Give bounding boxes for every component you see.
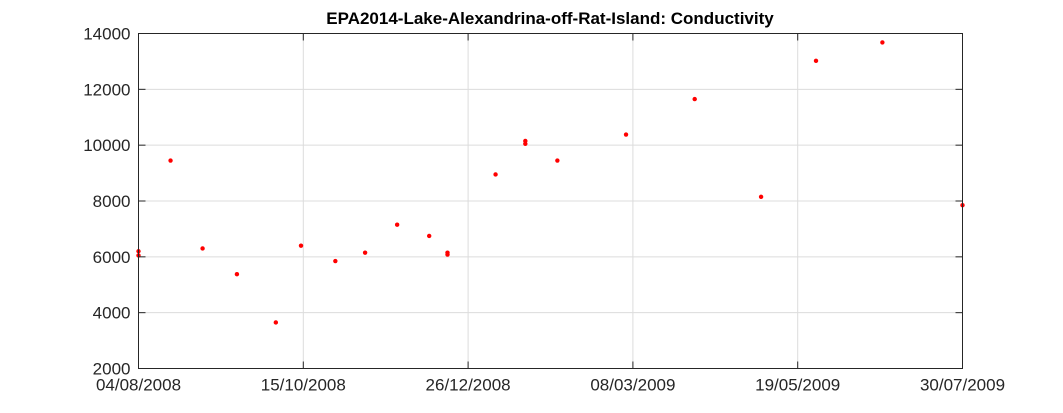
data-point	[555, 158, 560, 163]
x-tick-label: 08/03/2009	[590, 376, 675, 395]
grid	[138, 33, 963, 369]
x-tick-label: 15/10/2008	[261, 376, 346, 395]
data-point	[200, 246, 205, 251]
y-tick-label: 12000	[83, 80, 130, 99]
chart-title: EPA2014-Lake-Alexandrina-off-Rat-Island:…	[326, 9, 774, 28]
data-point	[692, 96, 697, 102]
y-tick-label: 4000	[93, 304, 131, 323]
data-point	[523, 141, 528, 146]
data-point	[813, 58, 819, 64]
data-point	[880, 40, 885, 45]
x-tick-label: 19/05/2009	[755, 376, 840, 395]
data-point	[445, 252, 450, 257]
data-point	[426, 233, 432, 239]
y-tick-label: 10000	[83, 136, 130, 155]
y-tick-label: 6000	[93, 248, 131, 267]
x-tick-label: 26/12/2008	[426, 376, 511, 395]
y-tick-label: 8000	[93, 192, 131, 211]
data-point	[758, 194, 764, 200]
data-point	[623, 132, 629, 137]
data-point	[362, 250, 368, 255]
x-tick-label: 30/07/2009	[920, 376, 1005, 395]
y-tick-label: 2000	[93, 360, 131, 379]
data-point	[234, 271, 240, 277]
data-point	[493, 172, 498, 177]
data-point	[394, 222, 400, 227]
y-axis-ticks: 2000 4000 6000 8000 10000 12000 14000	[83, 25, 963, 379]
data-point	[298, 243, 304, 248]
data-point	[333, 258, 338, 264]
data-points	[136, 40, 965, 325]
x-tick-label: 04/08/2008	[96, 376, 181, 395]
y-tick-label: 14000	[83, 25, 130, 44]
data-point	[168, 158, 173, 163]
data-point	[273, 320, 279, 325]
x-axis-ticks: 04/08/2008 15/10/2008 26/12/2008 08/03/2009…	[96, 33, 1005, 395]
